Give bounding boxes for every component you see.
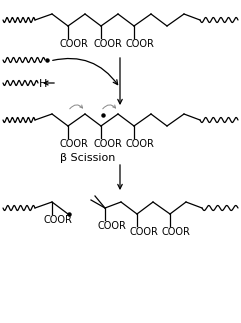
Text: β Scission: β Scission <box>60 153 115 163</box>
Text: COOR: COOR <box>60 139 89 149</box>
Text: COOR: COOR <box>93 39 122 49</box>
Text: COOR: COOR <box>93 139 122 149</box>
FancyArrowPatch shape <box>53 58 118 85</box>
FancyArrowPatch shape <box>103 105 115 109</box>
Text: COOR: COOR <box>162 227 191 237</box>
FancyArrowPatch shape <box>70 105 83 109</box>
Text: COOR: COOR <box>97 221 126 231</box>
Text: COOR: COOR <box>126 39 155 49</box>
Text: COOR: COOR <box>60 39 89 49</box>
Text: COOR: COOR <box>129 227 158 237</box>
Text: COOR: COOR <box>126 139 155 149</box>
Text: H: H <box>39 79 47 89</box>
Text: COOR: COOR <box>44 215 73 225</box>
